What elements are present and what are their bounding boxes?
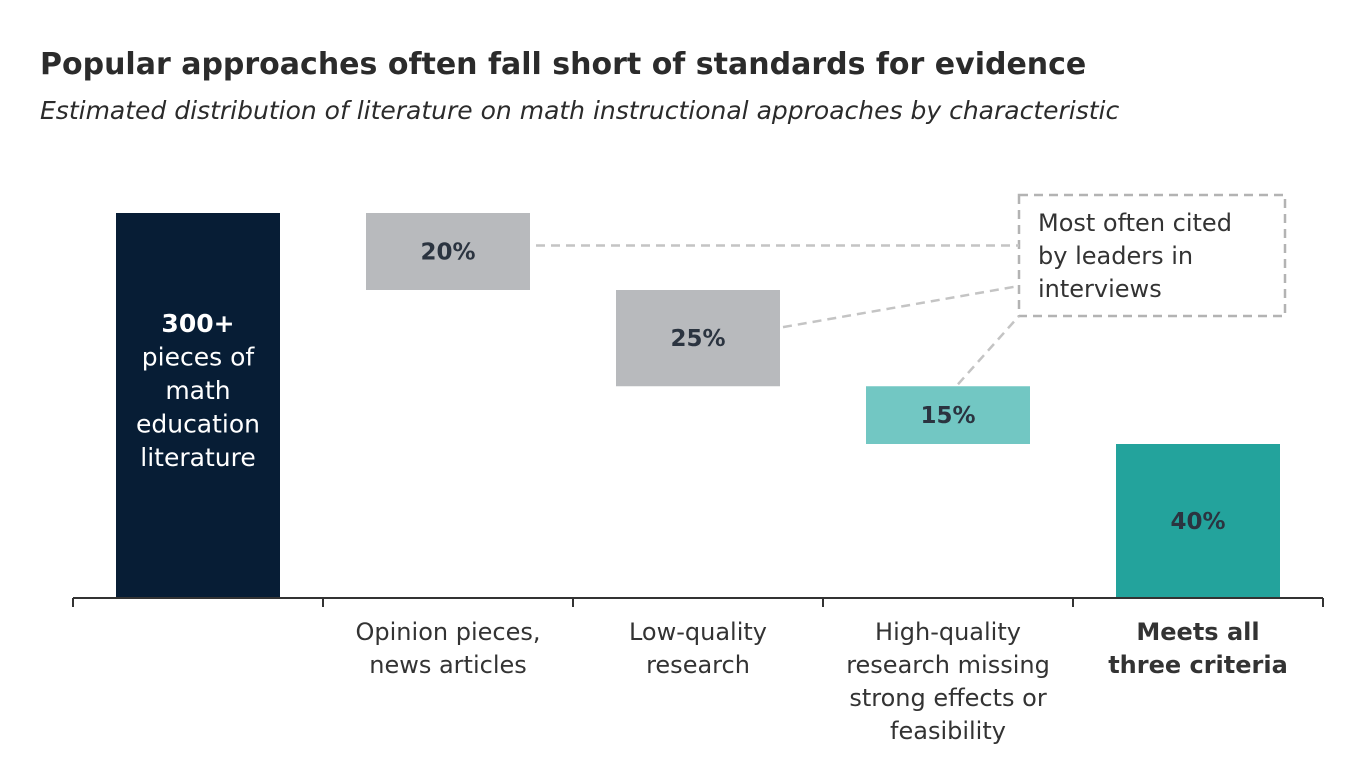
annotation-box bbox=[1017, 193, 1287, 318]
x-tick-label-line: strong effects or bbox=[849, 684, 1047, 712]
total-bar-label-line: 300+ bbox=[161, 309, 234, 338]
annotation-text-line: by leaders in bbox=[1038, 242, 1193, 270]
x-tick-label-line: Low-quality bbox=[629, 618, 767, 646]
segment-value-label: 40% bbox=[1170, 509, 1225, 535]
total-bar-label: 300+ pieces of math education literature bbox=[136, 309, 260, 472]
x-tick-label-line: Opinion pieces, bbox=[356, 618, 541, 646]
x-tick-label-line: feasibility bbox=[890, 717, 1006, 745]
annotation-text: Most often cited by leaders in interviews bbox=[1038, 209, 1232, 303]
segment-bar bbox=[1116, 444, 1280, 598]
x-tick-label: Low-quality research bbox=[629, 618, 767, 679]
segment-value-label: 20% bbox=[420, 240, 475, 266]
total-bar bbox=[116, 213, 280, 598]
segment-value-label: 15% bbox=[920, 403, 975, 429]
annotation-connector bbox=[782, 284, 1020, 329]
total-bar-label-line: pieces of bbox=[142, 343, 256, 372]
x-tick-label-line: Meets all bbox=[1136, 618, 1259, 646]
annotation-connector bbox=[957, 315, 1020, 386]
annotation-text-line: interviews bbox=[1038, 275, 1162, 303]
total-bar-label-line: literature bbox=[140, 443, 255, 472]
x-tick-label: High-quality research missing strong effec… bbox=[846, 618, 1050, 745]
total-bar-label-line: education bbox=[136, 410, 260, 439]
x-tick-label-line: High-quality bbox=[875, 618, 1021, 646]
x-tick-label-line: news articles bbox=[369, 651, 527, 679]
x-tick-label-line: three criteria bbox=[1108, 651, 1288, 679]
segment-value-label: 25% bbox=[670, 326, 725, 352]
annotation-text-line: Most often cited bbox=[1038, 209, 1232, 237]
chart-subtitle: Estimated distribution of literature on … bbox=[40, 96, 1120, 125]
segment-bar bbox=[366, 213, 530, 290]
segment-bar bbox=[866, 386, 1030, 444]
segment-bar bbox=[616, 290, 780, 387]
x-tick-label: Meets all three criteria bbox=[1108, 618, 1288, 679]
chart-title: Popular approaches often fall short of s… bbox=[40, 47, 1087, 82]
x-tick-label-line: research missing bbox=[846, 651, 1050, 679]
x-tick-label-line: research bbox=[646, 651, 750, 679]
total-bar-label-line: math bbox=[165, 376, 230, 405]
x-tick-label: Opinion pieces, news articles bbox=[356, 618, 541, 679]
